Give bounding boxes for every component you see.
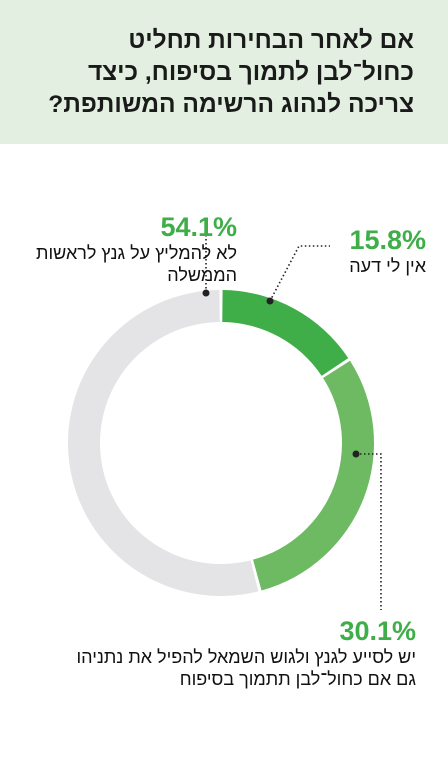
slice-value-1: 30.1% bbox=[339, 616, 416, 646]
slices-group bbox=[67, 290, 375, 596]
slice-label-1: 30.1% יש לסייע לגנץ ולגוש השמאל להפיל את… bbox=[56, 616, 416, 690]
slice-value-2: 54.1% bbox=[160, 212, 237, 242]
leader-lines bbox=[202, 227, 382, 610]
slice-desc-2: לא להמליץ על גנץ לראשות הממשלה bbox=[36, 243, 237, 285]
slice-label-0: 15.8% אין לי דעה bbox=[246, 225, 426, 277]
slice-label-2: 54.1% לא להמליץ על גנץ לראשות הממשלה bbox=[17, 212, 237, 286]
leader-slice-2-dot bbox=[202, 289, 210, 297]
leader-slice-0-dot bbox=[266, 297, 274, 305]
donut-slice-2 bbox=[67, 290, 259, 596]
slice-desc-0: אין לי דעה bbox=[349, 256, 426, 276]
donut-slice-1 bbox=[253, 360, 375, 591]
leader-slice-0 bbox=[269, 245, 330, 302]
chart-title: אם לאחר הבחירות תחליט כחול־לבן לתמוך בסי… bbox=[48, 27, 414, 118]
header-panel: אם לאחר הבחירות תחליט כחול־לבן לתמוך בסי… bbox=[0, 0, 448, 144]
donut-slice-0 bbox=[222, 290, 349, 376]
leader-slice-1 bbox=[356, 453, 382, 610]
slice-desc-1: יש לסייע לגנץ ולגוש השמאל להפיל את נתניה… bbox=[76, 647, 416, 689]
leader-slice-1-dot bbox=[352, 450, 360, 458]
slice-value-0: 15.8% bbox=[349, 225, 426, 255]
